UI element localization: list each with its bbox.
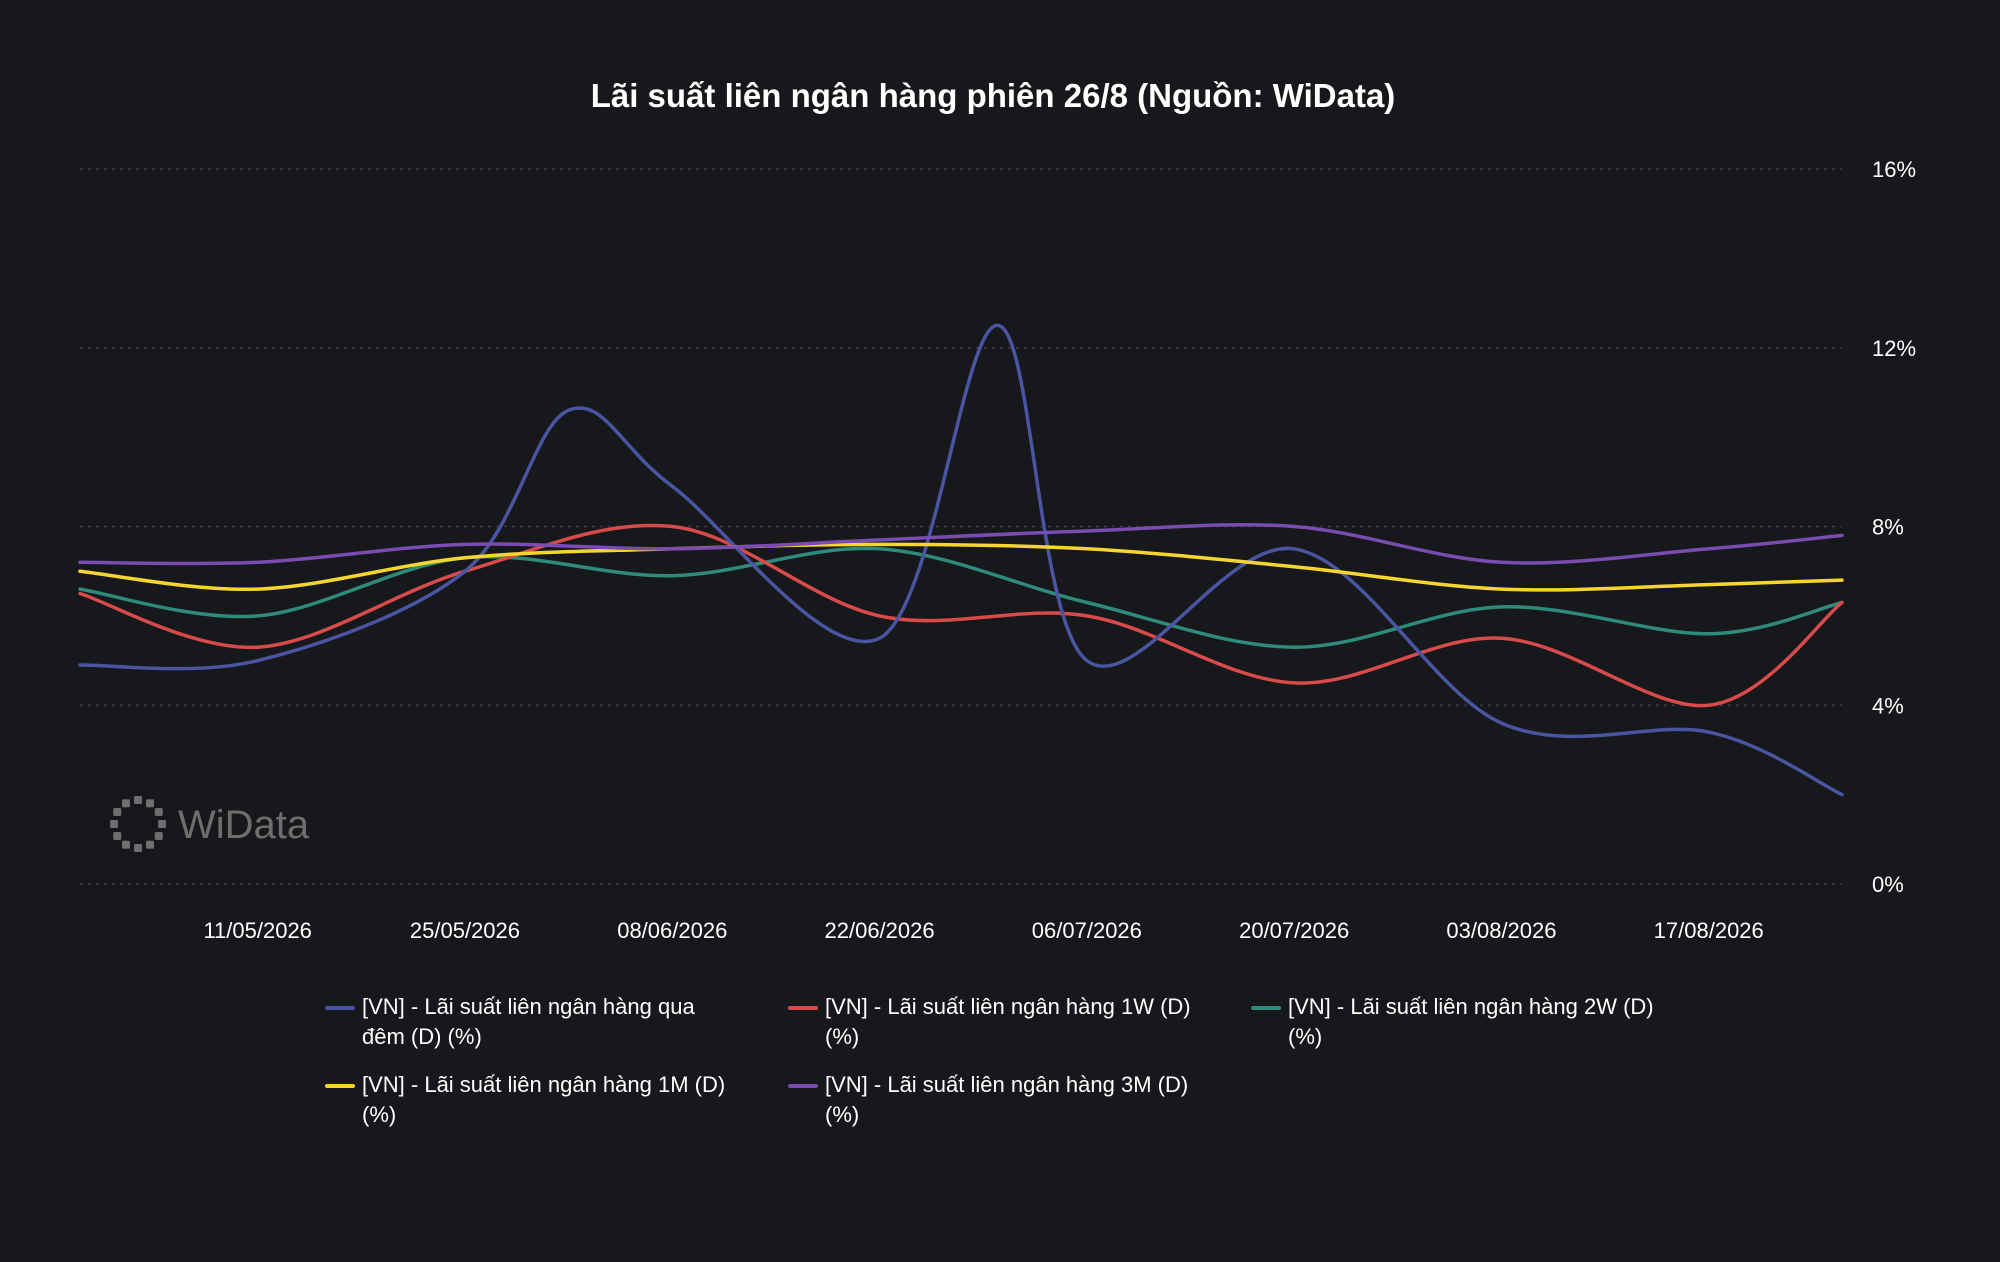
y-tick-label: 12% [1872,336,1916,361]
watermark: WiData [110,796,310,852]
logo-dot [134,796,142,804]
watermark-text: WiData [178,803,310,847]
logo-dot [154,808,163,816]
y-tick-label: 8% [1872,515,1904,540]
series-line-2[interactable] [78,546,1844,649]
legend-label: [VN] - Lãi suất liên ngân hàng 2W (D) (%… [1288,994,1654,1049]
logo-dot [154,832,163,840]
legend-item[interactable]: [VN] - Lãi suất liên ngân hàng 3M (D) (%… [788,1070,1251,1130]
series-line-3[interactable] [78,542,1844,592]
logo-dot [113,808,122,816]
x-axis-ticks: 11/05/2026 25/05/2026 08/06/2026 22/06/2026… [203,918,1763,943]
x-tick-label: 11/05/2026 [203,918,311,943]
series-line-1[interactable] [78,523,1844,708]
series-line-0[interactable] [78,323,1844,797]
x-tick-label: 25/05/2026 [410,918,520,943]
legend-swatch [325,1006,355,1010]
legend-item[interactable]: [VN] - Lãi suất liên ngân hàng 2W (D) (%… [1251,992,1714,1052]
x-tick-label: 08/06/2026 [617,918,727,943]
legend-label: [VN] - Lãi suất liên ngân hàng 1W (D) (%… [825,994,1191,1049]
widata-logo-icon [110,796,166,852]
legend-swatch [788,1084,818,1088]
y-tick-label: 16% [1872,157,1916,182]
logo-dot [134,844,142,852]
legend: [VN] - Lãi suất liên ngân hàng qua đêm (… [325,992,1705,1130]
legend-swatch [1251,1006,1281,1010]
logo-dot [122,840,130,849]
x-tick-label: 22/06/2026 [825,918,935,943]
logo-dot [110,820,118,828]
legend-item[interactable]: [VN] - Lãi suất liên ngân hàng qua đêm (… [325,992,788,1052]
logo-dot [146,799,154,808]
legend-label: [VN] - Lãi suất liên ngân hàng qua đêm (… [362,994,695,1049]
legend-label: [VN] - Lãi suất liên ngân hàng 1M (D) (%… [362,1072,726,1127]
chart-title: Lãi suất liên ngân hàng phiên 26/8 (Nguồ… [591,77,1396,114]
legend-swatch [788,1006,818,1010]
logo-dot [158,820,166,828]
x-tick-label: 06/07/2026 [1032,918,1142,943]
logo-dot [122,799,130,808]
series-lines [78,323,1844,797]
legend-swatch [325,1084,355,1088]
grid-lines [80,168,1842,885]
x-tick-label: 17/08/2026 [1654,918,1764,943]
legend-item[interactable]: [VN] - Lãi suất liên ngân hàng 1W (D) (%… [788,992,1251,1052]
legend-item[interactable]: [VN] - Lãi suất liên ngân hàng 1M (D) (%… [325,1070,788,1130]
logo-dot [146,840,154,849]
legend-label: [VN] - Lãi suất liên ngân hàng 3M (D) (%… [825,1072,1189,1127]
series-line-4[interactable] [78,522,1844,566]
x-tick-label: 20/07/2026 [1239,918,1349,943]
x-tick-label: 03/08/2026 [1446,918,1556,943]
y-tick-label: 0% [1872,872,1904,897]
logo-dot [113,832,122,840]
y-axis-ticks: 0% 4% 8% 12% 16% [1872,157,1916,897]
y-tick-label: 4% [1872,693,1904,718]
